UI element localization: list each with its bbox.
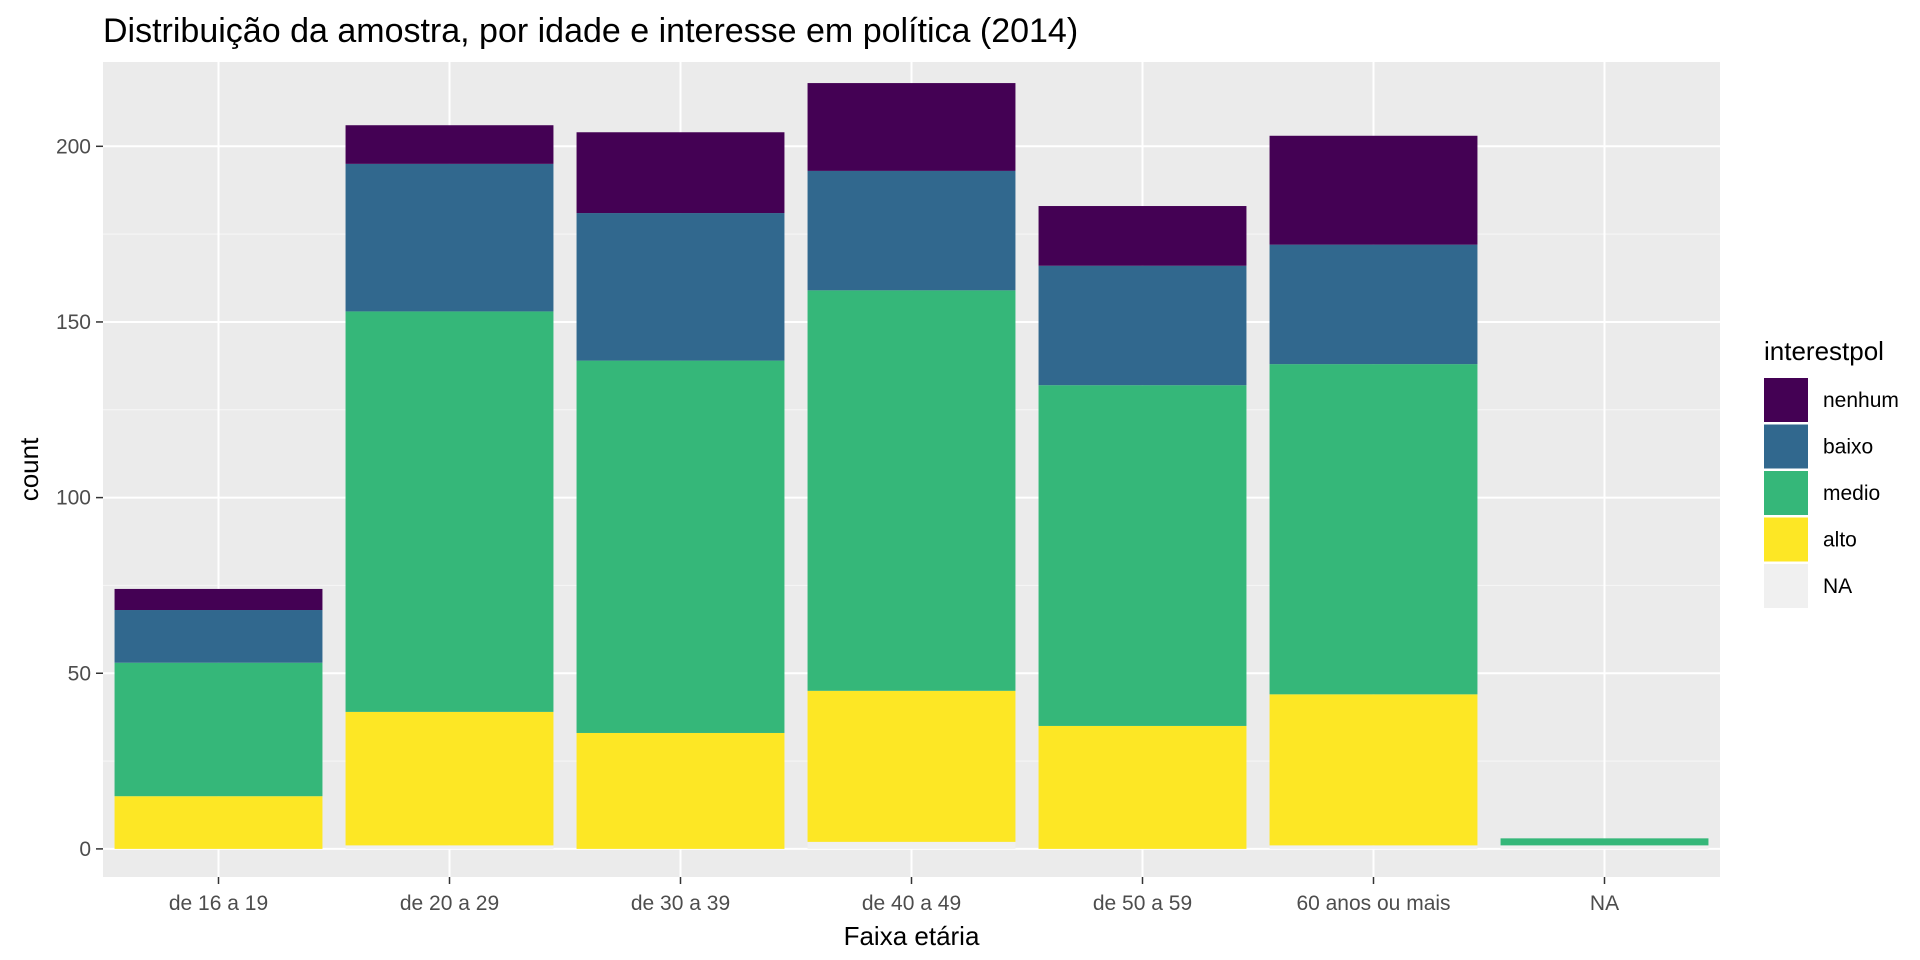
bar-segment <box>1269 135 1478 245</box>
bar-segment <box>114 662 323 797</box>
x-tick-label: NA <box>1590 892 1619 915</box>
legend-label: baixo <box>1823 436 1873 459</box>
legend-key-na <box>1764 564 1808 608</box>
bar-segment <box>1500 838 1709 846</box>
bar-segment <box>807 841 1016 849</box>
bar-segment <box>345 845 554 849</box>
bars <box>114 83 1709 849</box>
bar-segment <box>1038 725 1247 849</box>
y-axis-title: count <box>14 437 44 501</box>
bar-segment <box>807 690 1016 842</box>
x-tick-label: de 50 a 59 <box>1093 892 1192 915</box>
bar-segment <box>576 360 785 733</box>
x-tick-label: de 30 a 39 <box>631 892 730 915</box>
x-tick-label: 60 anos ou mais <box>1296 892 1450 915</box>
bar-segment <box>114 588 323 611</box>
bar-segment <box>345 163 554 312</box>
legend-key-baixo <box>1764 424 1808 469</box>
legend-title: interestpol <box>1764 336 1884 366</box>
bar-segment <box>807 83 1016 171</box>
bar-segment <box>1269 364 1478 695</box>
bar-segment <box>807 170 1016 291</box>
legend-label: NA <box>1823 575 1852 598</box>
bar-segment <box>345 125 554 164</box>
bar-segment <box>807 290 1016 691</box>
bar-segment <box>1038 385 1247 726</box>
x-axis: de 16 a 19 de 20 a 29 de 30 a 39 de 40 a 49… <box>169 877 1619 915</box>
bar-segment <box>114 796 323 849</box>
legend-key-medio <box>1764 471 1808 515</box>
legend: interestpol nenhum baixo medio alto NA <box>1764 336 1899 608</box>
y-tick-label: 200 <box>56 135 91 158</box>
legend-key-alto <box>1764 517 1808 562</box>
legend-label: nenhum <box>1823 389 1899 412</box>
bar-segment <box>1269 244 1478 365</box>
y-tick-label: 0 <box>79 838 91 861</box>
bar-segment <box>576 732 785 849</box>
y-tick-label: 100 <box>56 487 91 510</box>
bar-segment <box>345 711 554 846</box>
bar-segment <box>1038 206 1247 266</box>
x-tick-label: de 20 a 29 <box>400 892 499 915</box>
x-tick-label: de 16 a 19 <box>169 892 268 915</box>
x-axis-title: Faixa etária <box>844 921 980 951</box>
bar-segment <box>576 132 785 214</box>
bar-segment <box>576 213 785 361</box>
bar-segment <box>1500 845 1709 849</box>
legend-label: medio <box>1823 482 1880 505</box>
chart-title: Distribuição da amostra, por idade e int… <box>103 12 1078 50</box>
bar-segment <box>1269 694 1478 846</box>
x-tick-label: de 40 a 49 <box>862 892 961 915</box>
y-axis: 0 50 100 150 200 <box>56 135 103 861</box>
y-tick-label: 150 <box>56 311 91 334</box>
bar-segment <box>345 311 554 712</box>
legend-label: alto <box>1823 529 1857 552</box>
bar-segment <box>1038 265 1247 386</box>
legend-key-nenhum <box>1764 378 1808 422</box>
y-tick-label: 50 <box>68 662 91 685</box>
bar-segment <box>114 610 323 663</box>
bar-segment <box>1269 845 1478 849</box>
